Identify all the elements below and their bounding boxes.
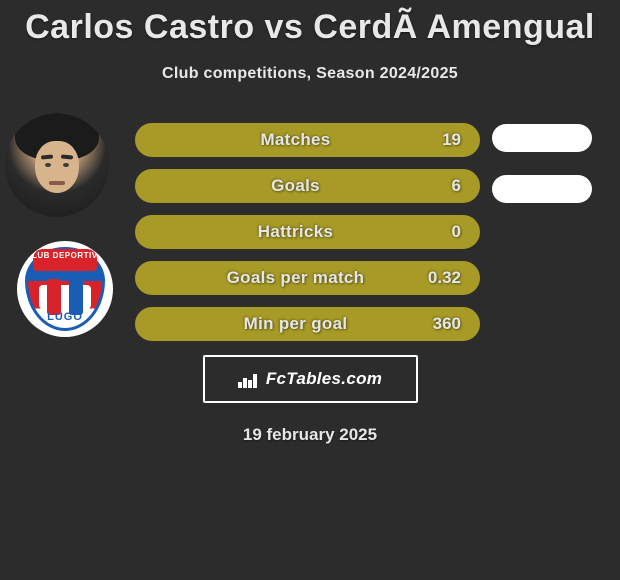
club-badge-icon: CLUB DEPORTIVO LUGO (25, 247, 105, 331)
stat-bar-value: 360 (413, 314, 477, 334)
stat-bar-label: Matches (138, 130, 413, 150)
stat-bar-row: Min per goal360 (135, 307, 480, 341)
stat-bar-label: Goals per match (138, 268, 413, 288)
stat-bars: Matches19 Goals6 Hattricks0 Goals per match… (135, 123, 480, 341)
stat-bar-pill: Goals6 (135, 169, 480, 203)
stat-bar-value: 0 (413, 222, 477, 242)
stat-bar-row: Matches19 (135, 123, 480, 157)
stat-bar-value: 19 (413, 130, 477, 150)
stat-bar-label: Min per goal (138, 314, 413, 334)
opponent-bar-placeholder (492, 124, 592, 152)
stat-bar-pill: Goals per match0.32 (135, 261, 480, 295)
date-line: 19 february 2025 (0, 425, 620, 445)
stat-bar-label: Goals (138, 176, 413, 196)
stat-bar-value: 0.32 (413, 268, 477, 288)
page-subtitle: Club competitions, Season 2024/2025 (0, 65, 620, 83)
brand-text: FcTables.com (266, 369, 382, 389)
infographic-root: Carlos Castro vs CerdÃ Amengual Club com… (0, 0, 620, 445)
stat-bar-label: Hattricks (138, 222, 413, 242)
stat-bar-row: Hattricks0 (135, 215, 480, 249)
stat-bar-pill: Matches19 (135, 123, 480, 157)
stat-bar-value: 6 (413, 176, 477, 196)
stat-bar-pill: Min per goal360 (135, 307, 480, 341)
stat-bar-row: Goals6 (135, 169, 480, 203)
face-icon (35, 141, 79, 193)
chart-area: CLUB DEPORTIVO LUGO Matches19 Goals6 Hattr… (0, 123, 620, 341)
player-avatar (5, 113, 109, 217)
stat-bar-row: Goals per match0.32 (135, 261, 480, 295)
page-title: Carlos Castro vs CerdÃ Amengual (0, 0, 620, 47)
stat-bar-pill: Hattricks0 (135, 215, 480, 249)
brand-box: FcTables.com (203, 355, 418, 403)
opponent-bar-placeholder (492, 175, 592, 203)
brand-chart-icon (238, 370, 260, 388)
club-avatar: CLUB DEPORTIVO LUGO (17, 241, 113, 337)
